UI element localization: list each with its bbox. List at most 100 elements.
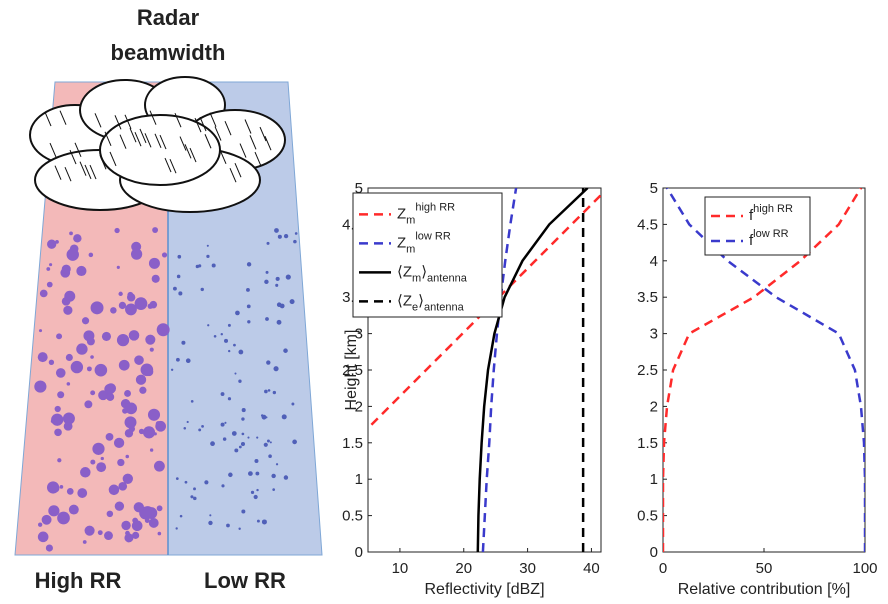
y-tick-label: 4.5	[637, 216, 658, 233]
series-line	[663, 188, 863, 552]
droplet	[50, 419, 55, 423]
legend-box	[704, 196, 811, 256]
droplet	[221, 484, 225, 488]
droplet	[80, 467, 91, 478]
x-tick-label: 10	[392, 560, 409, 577]
droplet	[54, 405, 61, 413]
droplet	[90, 355, 94, 359]
hatch	[114, 115, 122, 130]
legend-label-part: antenna	[427, 272, 468, 284]
droplet	[267, 389, 271, 392]
droplet	[124, 416, 137, 429]
droplet	[207, 324, 210, 327]
droplet	[285, 274, 291, 280]
cloud-lobe	[99, 114, 221, 186]
droplet	[266, 439, 270, 443]
droplet	[90, 301, 104, 315]
droplet	[55, 368, 66, 378]
droplet	[272, 488, 276, 491]
y-tick-label: 1.5	[637, 435, 658, 452]
droplet	[241, 408, 246, 413]
droplet	[279, 303, 285, 309]
droplet	[81, 317, 90, 325]
hatch	[129, 128, 137, 143]
droplet	[64, 290, 76, 302]
droplet	[38, 522, 43, 527]
droplet	[241, 432, 245, 436]
droplet	[153, 460, 165, 472]
x-axis-label: Relative contribution [%]	[678, 581, 851, 598]
legend-label-part: high RR	[753, 203, 793, 215]
droplet	[266, 241, 270, 245]
y-tick-label: 2	[650, 398, 658, 415]
droplet	[133, 502, 144, 513]
hatch	[154, 133, 162, 149]
droplet	[124, 390, 131, 397]
droplet	[100, 456, 104, 461]
droplet	[253, 494, 258, 500]
droplet	[254, 459, 259, 464]
droplet	[178, 291, 183, 296]
droplet	[211, 263, 216, 268]
x-axis-label: Reflectivity [dBZ]	[424, 581, 544, 598]
droplet	[106, 392, 115, 401]
droplet	[114, 227, 120, 234]
droplet	[149, 347, 154, 352]
hatch	[254, 151, 262, 167]
hatch	[74, 142, 82, 158]
droplet	[125, 303, 137, 316]
droplet	[110, 307, 117, 314]
droplet	[114, 501, 125, 511]
hatch	[174, 112, 182, 128]
droplet	[172, 286, 177, 291]
droplet	[228, 349, 231, 353]
hatch	[79, 161, 87, 176]
series-line	[368, 193, 601, 430]
hatch	[144, 133, 152, 148]
droplet	[86, 366, 92, 372]
droplet	[220, 422, 225, 427]
droplet	[281, 414, 287, 420]
droplet	[49, 263, 53, 267]
droplet	[183, 426, 187, 430]
droplet	[101, 331, 112, 341]
droplet	[104, 531, 113, 541]
series-line	[481, 188, 518, 552]
hatch	[119, 134, 127, 149]
droplet	[176, 357, 180, 362]
droplet	[161, 252, 168, 258]
droplet	[34, 380, 47, 393]
droplet	[51, 413, 64, 426]
droplet	[41, 514, 52, 525]
hatch	[49, 142, 57, 158]
droplet	[132, 531, 140, 539]
hatch	[224, 120, 232, 136]
droplet	[77, 488, 88, 498]
legend-label: ⟨Zm⟩antenna	[397, 263, 468, 284]
droplet	[151, 274, 160, 283]
hatch	[234, 162, 242, 178]
x-tick-label: 50	[756, 560, 773, 577]
legend-label-part: ⟩	[418, 292, 424, 309]
droplet	[38, 329, 43, 333]
droplet	[231, 431, 237, 436]
droplet	[76, 265, 87, 277]
droplet	[283, 348, 288, 353]
droplet	[277, 234, 282, 239]
hatch	[214, 126, 222, 141]
hatch	[89, 164, 97, 180]
droplet	[147, 408, 161, 421]
droplet	[105, 383, 117, 394]
hatch	[159, 134, 167, 150]
droplet	[238, 527, 241, 530]
y-tick-label: 0.5	[637, 508, 658, 525]
droplet	[223, 338, 229, 343]
droplet	[57, 391, 65, 399]
droplet	[228, 472, 233, 478]
y-tick-label: 2.5	[637, 362, 658, 379]
droplet	[220, 332, 223, 336]
droplet	[66, 248, 79, 261]
droplet	[138, 428, 145, 435]
droplet	[47, 239, 57, 249]
droplet	[45, 544, 53, 552]
